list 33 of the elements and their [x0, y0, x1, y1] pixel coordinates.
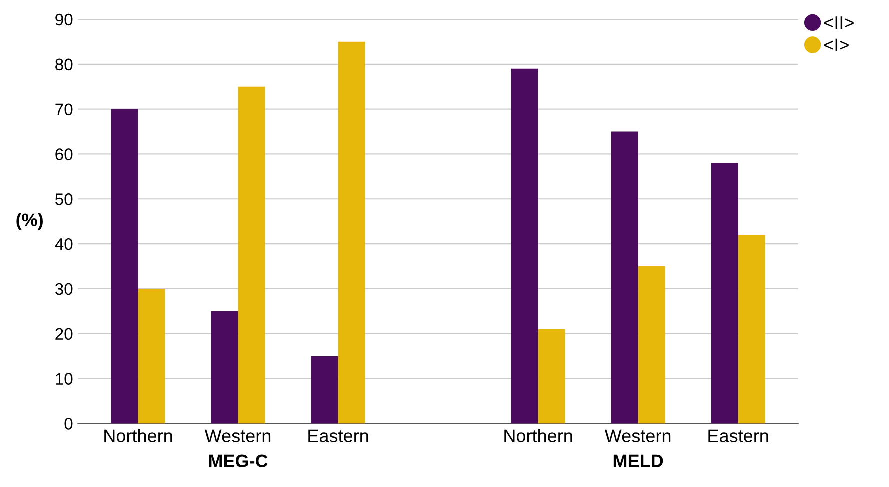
x-tick-label: Western — [604, 430, 671, 443]
y-tick-label: 0 — [64, 418, 73, 430]
bar — [511, 68, 538, 424]
x-tick-label: Northern — [104, 429, 172, 443]
bar — [311, 356, 338, 424]
x-tick-label: Northern — [504, 429, 572, 443]
bar — [211, 311, 238, 424]
bar — [338, 42, 366, 424]
y-tick-label: 30 — [55, 283, 73, 296]
bar — [711, 163, 738, 424]
bar — [538, 329, 566, 424]
y-axis-title: (%) — [16, 213, 43, 230]
y-tick-label: 80 — [56, 58, 73, 71]
bar — [611, 132, 638, 424]
y-tick-label: 70 — [56, 104, 73, 116]
bar — [111, 109, 138, 424]
y-tick-label: 60 — [56, 148, 73, 160]
x-tick-label: Western — [204, 430, 271, 443]
y-tick-label: 10 — [56, 373, 73, 385]
x-tick-label: Eastern — [708, 430, 768, 443]
y-tick-label: 90 — [56, 14, 73, 26]
text: MEG-C — [209, 454, 268, 468]
y-tick-label: 50 — [56, 194, 73, 206]
text: MELD — [614, 454, 664, 468]
y-tick-label: 20 — [56, 328, 73, 340]
x-tick-label: Eastern — [308, 430, 368, 443]
y-tick-label: 40 — [55, 238, 73, 250]
bar — [138, 288, 166, 424]
legend-label: <I> — [824, 38, 849, 52]
legend-label: <II> — [824, 16, 854, 30]
bar — [738, 235, 766, 424]
bar — [638, 266, 666, 424]
bar — [238, 86, 266, 424]
